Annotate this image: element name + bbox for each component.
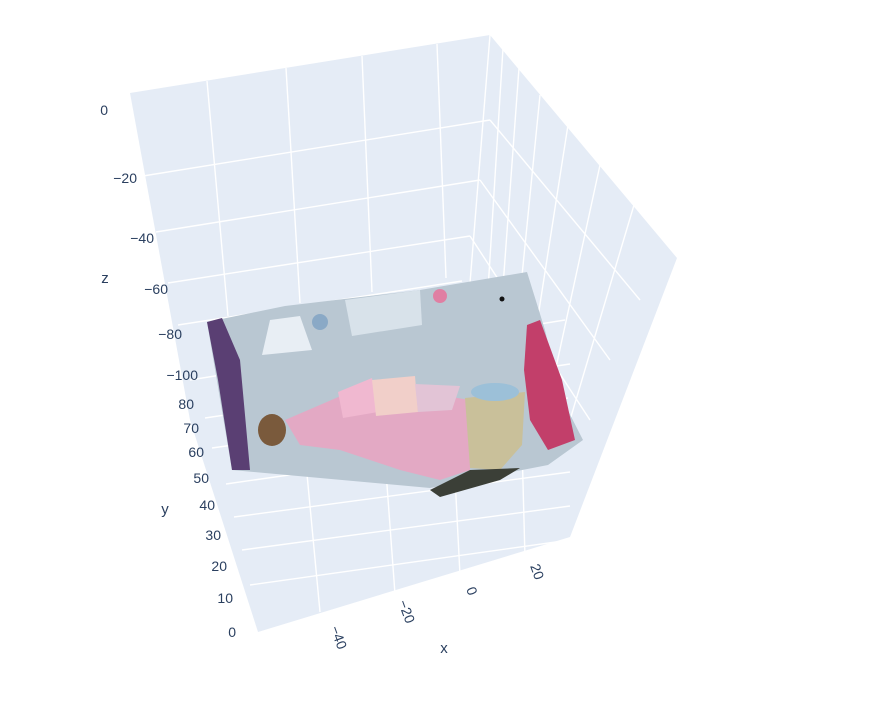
point-cloud xyxy=(207,272,583,497)
y-tick: 30 xyxy=(205,527,221,543)
wall-dot xyxy=(499,296,505,302)
y-tick: 50 xyxy=(193,470,209,486)
lamp-accent xyxy=(312,314,328,330)
x-tick: −40 xyxy=(327,624,350,652)
x-tick: −20 xyxy=(395,598,418,626)
z-tick: −80 xyxy=(158,326,182,342)
x-tick: 20 xyxy=(527,562,547,582)
x-axis-ticks: −40 −20 0 20 xyxy=(327,562,547,652)
y-tick: 0 xyxy=(228,624,236,640)
z-tick: −60 xyxy=(144,281,168,297)
x-axis-title: x xyxy=(440,640,448,657)
y-tick: 10 xyxy=(217,590,233,606)
y-axis-ticks: 0 10 20 30 40 50 60 70 80 xyxy=(178,396,236,640)
y-tick: 60 xyxy=(188,444,204,460)
z-axis-title: z xyxy=(101,270,109,287)
pillow-right xyxy=(415,384,460,412)
x-tick: 0 xyxy=(463,585,481,598)
pillow-left xyxy=(338,378,378,418)
y-axis-title: y xyxy=(161,501,169,518)
y-tick: 80 xyxy=(178,396,194,412)
curtain-left xyxy=(207,318,250,470)
window-glow xyxy=(345,290,422,336)
z-axis-ticks: 0 −20 −40 −60 −80 −100 xyxy=(100,102,198,383)
wall-decor xyxy=(433,289,447,303)
teddy-bear xyxy=(258,414,286,446)
robe-right xyxy=(524,320,575,450)
y-tick: 70 xyxy=(183,420,199,436)
lampshade xyxy=(262,316,312,355)
toys xyxy=(471,383,519,401)
z-tick: 0 xyxy=(100,102,108,118)
z-tick: −20 xyxy=(113,170,137,186)
z-tick: −40 xyxy=(130,230,154,246)
z-tick: −100 xyxy=(166,367,198,383)
pillow-main xyxy=(372,376,418,416)
nightstand xyxy=(465,392,525,470)
floor-shadow xyxy=(430,468,520,497)
bedspread xyxy=(285,392,470,480)
y-tick: 40 xyxy=(199,497,215,513)
y-tick: 20 xyxy=(211,558,227,574)
